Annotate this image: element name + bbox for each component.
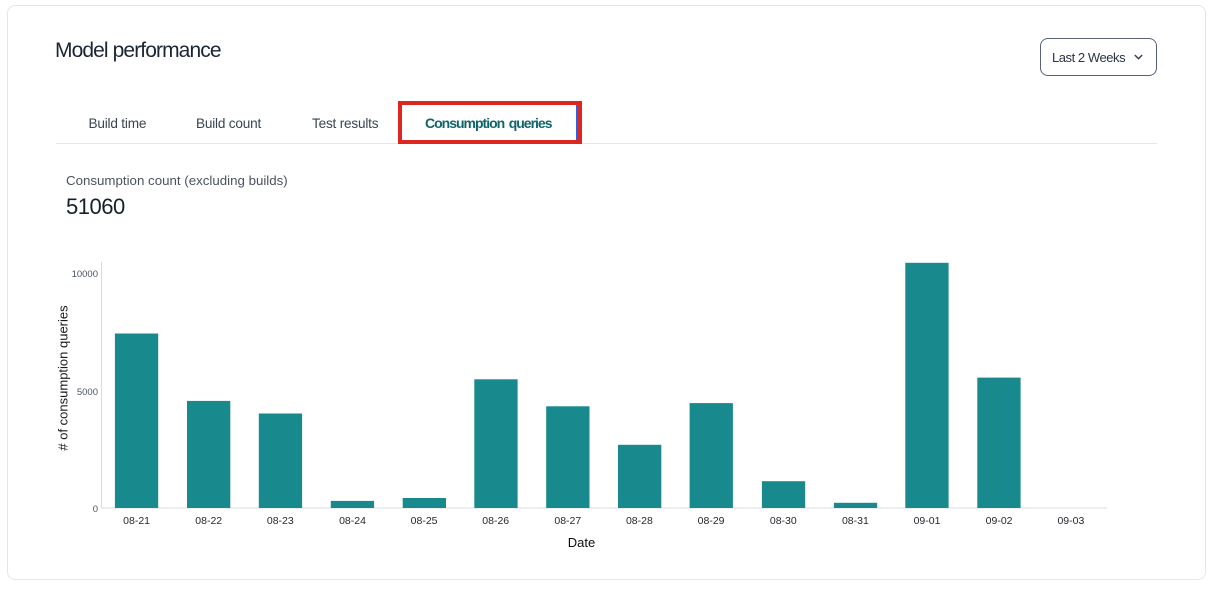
svg-text:08-28: 08-28 <box>626 515 653 527</box>
svg-text:08-23: 08-23 <box>267 515 294 527</box>
svg-text:08-26: 08-26 <box>482 515 509 527</box>
svg-text:10000: 10000 <box>72 269 98 280</box>
svg-text:# of consumption queries: # of consumption queries <box>56 305 71 451</box>
svg-text:08-24: 08-24 <box>339 515 366 527</box>
svg-text:09-03: 09-03 <box>1057 515 1084 527</box>
svg-text:09-02: 09-02 <box>986 515 1013 527</box>
svg-text:08-22: 08-22 <box>195 515 222 527</box>
svg-text:0: 0 <box>93 504 98 515</box>
svg-text:09-01: 09-01 <box>914 515 941 527</box>
svg-text:08-29: 08-29 <box>698 515 725 527</box>
svg-text:08-31: 08-31 <box>842 515 869 527</box>
svg-text:08-30: 08-30 <box>770 515 797 527</box>
svg-text:08-25: 08-25 <box>411 515 438 527</box>
svg-text:08-21: 08-21 <box>123 515 150 527</box>
svg-text:Date: Date <box>568 535 595 550</box>
svg-text:5000: 5000 <box>77 387 98 398</box>
svg-text:08-27: 08-27 <box>554 515 581 527</box>
